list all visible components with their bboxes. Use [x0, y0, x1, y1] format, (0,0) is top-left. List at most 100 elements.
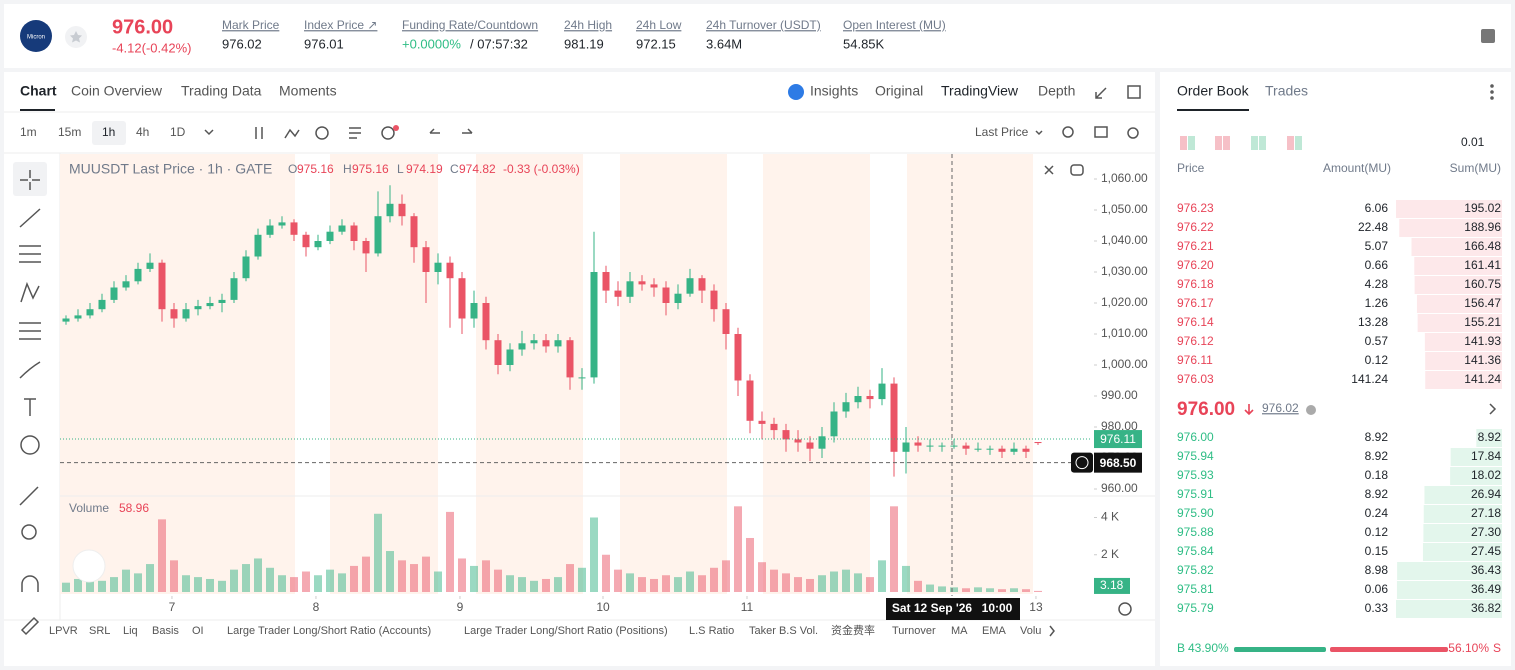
volume-bar [326, 569, 334, 592]
chart-tab[interactable]: Chart [20, 83, 57, 99]
ob-tab[interactable]: Order Book [1177, 83, 1250, 99]
ob-mid-price: 976.00 [1177, 399, 1235, 420]
volume-bar [986, 588, 994, 592]
candle-body [614, 290, 622, 297]
ob-sum: 17.84 [1471, 449, 1501, 463]
ob-view-btn[interactable] [1223, 136, 1230, 150]
ob-precision[interactable]: 0.01 [1461, 135, 1485, 149]
ob-price: 976.22 [1177, 220, 1214, 234]
indicator-tab[interactable]: Large Trader Long/Short Ratio (Positions… [464, 625, 668, 637]
x-tick-label: 10 [596, 600, 610, 614]
volume-bar [506, 575, 514, 592]
volume-bar [830, 571, 838, 592]
stat-value: 3.64M [706, 36, 742, 51]
ob-view-btn[interactable] [1188, 136, 1195, 150]
ob-sum: 36.43 [1471, 563, 1501, 577]
ob-amount: 141.24 [1351, 372, 1388, 386]
price-source[interactable]: Last Price [975, 125, 1029, 139]
view-tab[interactable]: Original [875, 83, 923, 99]
interval[interactable]: 1D [170, 125, 186, 139]
ob-col: Amount(MU) [1323, 161, 1391, 175]
interval-selected [92, 121, 126, 145]
ob-amount: 0.33 [1365, 601, 1389, 615]
stat-value: 976.01 [304, 36, 344, 51]
chart-tab[interactable]: Trading Data [181, 83, 262, 99]
indicator-tab[interactable]: Turnover [892, 625, 936, 637]
volume-bar [554, 577, 562, 592]
interval[interactable]: 4h [136, 125, 149, 139]
candle-body [554, 340, 562, 347]
ob-col: Price [1177, 161, 1205, 175]
indicator-tab[interactable]: L.S Ratio [689, 625, 734, 637]
plus-button[interactable] [1071, 452, 1093, 473]
indicator-tab[interactable]: 资金费率 [831, 623, 875, 637]
ob-view-btn[interactable] [1215, 136, 1222, 150]
ob-tab[interactable]: Trades [1265, 83, 1308, 99]
session-shade [60, 154, 295, 594]
volume-bar [518, 577, 526, 592]
ohlc-key: L [397, 162, 404, 176]
volume-bar [626, 573, 634, 592]
ohlc-value: 974.82 [459, 162, 496, 176]
depth-bar [1417, 314, 1502, 332]
volume-bar [782, 573, 790, 592]
interval[interactable]: 1h [102, 125, 115, 139]
tool-selected [13, 162, 47, 196]
candle-body [170, 309, 178, 319]
ob-view-btn[interactable] [1287, 136, 1294, 150]
volume-tag-label: 3.18 [1100, 578, 1124, 592]
chart-tab[interactable]: Moments [279, 83, 337, 99]
volume-bar [698, 575, 706, 592]
view-tab[interactable]: Depth [1038, 83, 1075, 99]
indicator-tab[interactable]: Volu [1020, 625, 1041, 637]
ob-view-btn[interactable] [1251, 136, 1258, 150]
interval[interactable]: 15m [58, 125, 81, 139]
chart-tab[interactable]: Coin Overview [71, 83, 163, 99]
ob-price: 975.90 [1177, 506, 1214, 520]
volume-bar [926, 584, 934, 592]
ob-amount: 8.92 [1365, 449, 1389, 463]
ob-tab-underline [1177, 109, 1249, 111]
indicator-tab[interactable]: Basis [152, 625, 179, 637]
indicator-tab[interactable]: EMA [982, 625, 1007, 637]
depth-bar [1425, 352, 1502, 370]
session-shade [763, 154, 870, 594]
interval[interactable]: 1m [20, 125, 37, 139]
indicator-tab[interactable]: SRL [89, 625, 110, 637]
crosshair-time: 10:00 [982, 601, 1013, 615]
candle-body [974, 448, 982, 450]
stat-label: Index Price ↗ [304, 18, 377, 32]
candle-body [950, 445, 958, 447]
volume-bar [110, 577, 118, 592]
ob-price: 975.82 [1177, 563, 1214, 577]
indicator-tab[interactable]: Large Trader Long/Short Ratio (Accounts) [227, 625, 431, 637]
volume-bar [542, 578, 550, 592]
candle-body [770, 423, 778, 431]
candle-body [650, 284, 658, 288]
view-tab[interactable]: Insights [810, 83, 858, 99]
ob-amount: 0.57 [1365, 334, 1389, 348]
volume-bar [446, 511, 454, 592]
ob-view-btn[interactable] [1180, 136, 1187, 150]
ob-sum: 141.36 [1464, 353, 1501, 367]
candle-body [122, 281, 130, 288]
volume-bar [350, 565, 358, 592]
volume-bar [230, 569, 238, 592]
volume-bar [338, 573, 346, 592]
indicator-tab[interactable]: MA [951, 625, 968, 637]
volume-bar [590, 517, 598, 592]
settings-icon[interactable] [1481, 29, 1495, 43]
volume-bar [854, 573, 862, 592]
indicator-tab[interactable]: Taker B.S Vol. [749, 625, 818, 637]
ai-icon [788, 84, 804, 100]
view-tab[interactable]: TradingView [941, 83, 1019, 99]
indicator-tab[interactable]: LPVR [49, 625, 78, 637]
ob-view-btn[interactable] [1259, 136, 1266, 150]
ob-view-btn[interactable] [1295, 136, 1302, 150]
toolbar-icons [204, 84, 1494, 637]
indicator-tab[interactable]: Liq [123, 625, 138, 637]
volume-bar [806, 578, 814, 592]
volume-legend-value: 58.96 [119, 501, 149, 515]
tv-logo [72, 549, 106, 583]
indicator-tab[interactable]: OI [192, 625, 204, 637]
